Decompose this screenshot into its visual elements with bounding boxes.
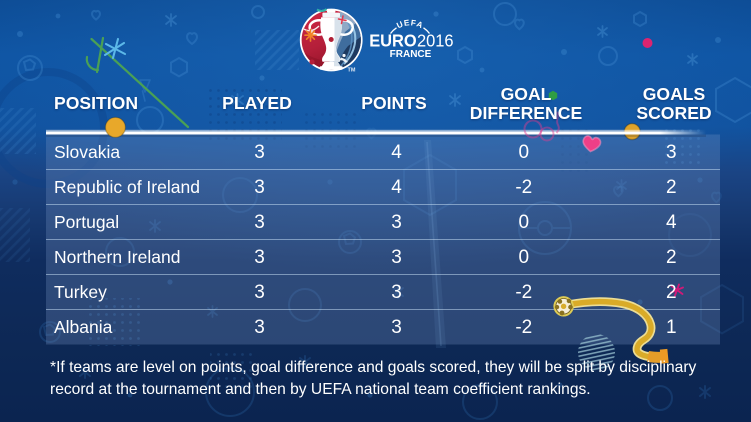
svg-text:2016: 2016 bbox=[417, 31, 454, 51]
svg-text:EURO: EURO bbox=[369, 31, 416, 51]
svg-text:FRANCE: FRANCE bbox=[390, 49, 432, 60]
svg-text:TM: TM bbox=[348, 68, 356, 74]
